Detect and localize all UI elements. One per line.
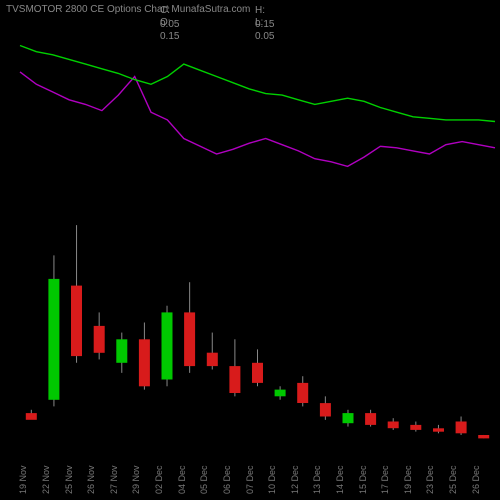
- x-tick-label: 19 Nov: [18, 465, 28, 494]
- x-tick-label: 27 Nov: [109, 465, 119, 494]
- x-tick-label: 12 Dec: [290, 465, 300, 494]
- candle-body: [71, 286, 82, 357]
- x-tick-label: 29 Nov: [131, 465, 141, 494]
- x-tick-label: 06 Dec: [222, 465, 232, 494]
- x-tick-label: 25 Dec: [448, 465, 458, 494]
- candle-body: [388, 422, 399, 429]
- candle-body: [343, 413, 354, 423]
- x-tick-label: 05 Dec: [199, 465, 209, 494]
- candle-body: [139, 339, 150, 386]
- candle-body: [207, 353, 218, 366]
- candle-body: [320, 403, 331, 416]
- candle-body: [48, 279, 59, 400]
- x-axis-labels: 19 Nov 22 Nov 25 Nov 26 Nov 27 Nov 29 Nov 02 D…: [0, 444, 500, 494]
- x-tick-label: 10 Dec: [267, 465, 277, 494]
- candle-body: [229, 366, 240, 393]
- x-tick-label: 07 Dec: [245, 465, 255, 494]
- candle-body: [456, 422, 467, 434]
- x-tick-label: 23 Dec: [425, 465, 435, 494]
- candle-body: [94, 326, 105, 353]
- line-series-2: [20, 46, 495, 122]
- line-series-1: [20, 72, 495, 166]
- chart-svg: [0, 0, 500, 500]
- option-chart-root: { "header": { "title_text": "TVSMOTOR 28…: [0, 0, 500, 500]
- x-tick-label: 04 Dec: [177, 465, 187, 494]
- x-tick-label: 19 Dec: [403, 465, 413, 494]
- x-tick-label: 02 Dec: [154, 465, 164, 494]
- candle-body: [433, 428, 444, 431]
- x-tick-label: 17 Dec: [380, 465, 390, 494]
- x-tick-label: 15 Dec: [358, 465, 368, 494]
- candle-body: [297, 383, 308, 403]
- x-tick-label: 14 Dec: [335, 465, 345, 494]
- candle-body: [478, 435, 489, 438]
- x-tick-label: 25 Nov: [64, 465, 74, 494]
- x-tick-label: 22 Nov: [41, 465, 51, 494]
- x-tick-label: 13 Dec: [312, 465, 322, 494]
- x-tick-label: 26 Nov: [86, 465, 96, 494]
- candle-body: [410, 425, 421, 430]
- candle-body: [252, 363, 263, 383]
- x-tick-label: 26 Dec: [471, 465, 481, 494]
- candle-body: [275, 390, 286, 397]
- candle-body: [365, 413, 376, 425]
- candle-body: [162, 312, 173, 379]
- candle-body: [26, 413, 37, 420]
- candle-body: [184, 312, 195, 366]
- candle-body: [116, 339, 127, 363]
